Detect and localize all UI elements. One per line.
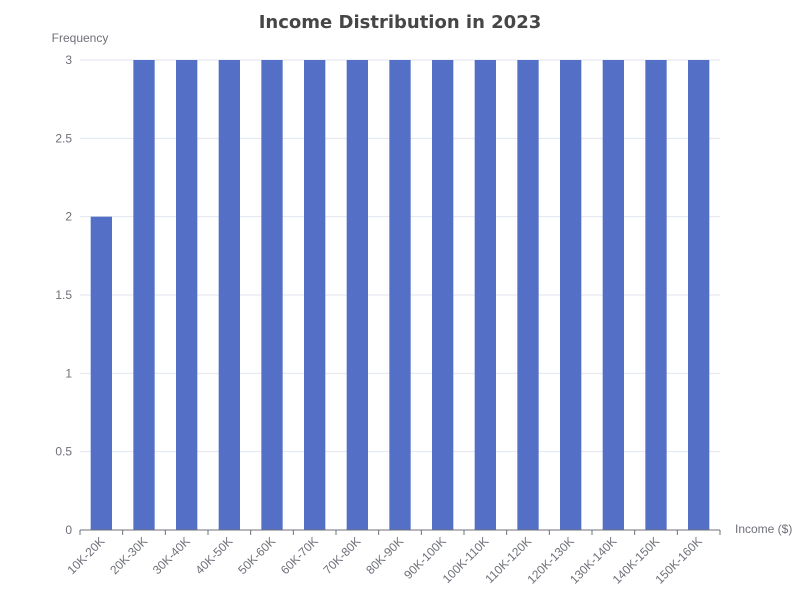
bars <box>90 60 710 530</box>
x-tick-label: 30K-40K <box>150 534 193 577</box>
bar[interactable] <box>90 216 112 530</box>
x-axis <box>79 529 721 535</box>
bar[interactable] <box>688 60 710 530</box>
x-tick-label: 150K-160K <box>652 534 704 586</box>
y-tick-label: 1 <box>65 366 72 380</box>
bar[interactable] <box>176 60 198 530</box>
bar[interactable] <box>133 60 155 530</box>
bar[interactable] <box>389 60 411 530</box>
y-tick-labels: 0 0.5 1 1.5 2 2.5 3 <box>55 53 72 537</box>
x-tick-labels: 10K-20K 20K-30K 30K-40K 40K-50K 50K-60K 60K-7… <box>65 534 705 586</box>
bar[interactable] <box>218 60 240 530</box>
y-axis-label: Frequency <box>52 31 109 45</box>
x-tick-label: 80K-90K <box>363 534 406 577</box>
x-tick-label: 60K-70K <box>278 534 321 577</box>
bar[interactable] <box>261 60 283 530</box>
chart-title: Income Distribution in 2023 <box>259 12 542 33</box>
bar[interactable] <box>560 60 582 530</box>
bar[interactable] <box>474 60 496 530</box>
bar[interactable] <box>602 60 624 530</box>
bar[interactable] <box>346 60 368 530</box>
x-axis-label: Income ($) <box>735 522 792 536</box>
y-tick-label: 1.5 <box>55 288 72 302</box>
y-tick-label: 2.5 <box>55 131 72 145</box>
y-tick-label: 0 <box>65 523 72 537</box>
x-tick-label: 40K-50K <box>193 534 236 577</box>
y-tick-label: 3 <box>65 53 72 67</box>
x-tick-label: 50K-60K <box>235 534 278 577</box>
y-tick-label: 2 <box>65 210 72 224</box>
bar[interactable] <box>432 60 454 530</box>
bar[interactable] <box>304 60 326 530</box>
bar[interactable] <box>645 60 667 530</box>
x-tick-label: 10K-20K <box>65 534 108 577</box>
x-tick-label: 20K-30K <box>107 534 150 577</box>
x-tick-label: 70K-80K <box>321 534 364 577</box>
y-tick-label: 0.5 <box>55 445 72 459</box>
bar[interactable] <box>517 60 539 530</box>
